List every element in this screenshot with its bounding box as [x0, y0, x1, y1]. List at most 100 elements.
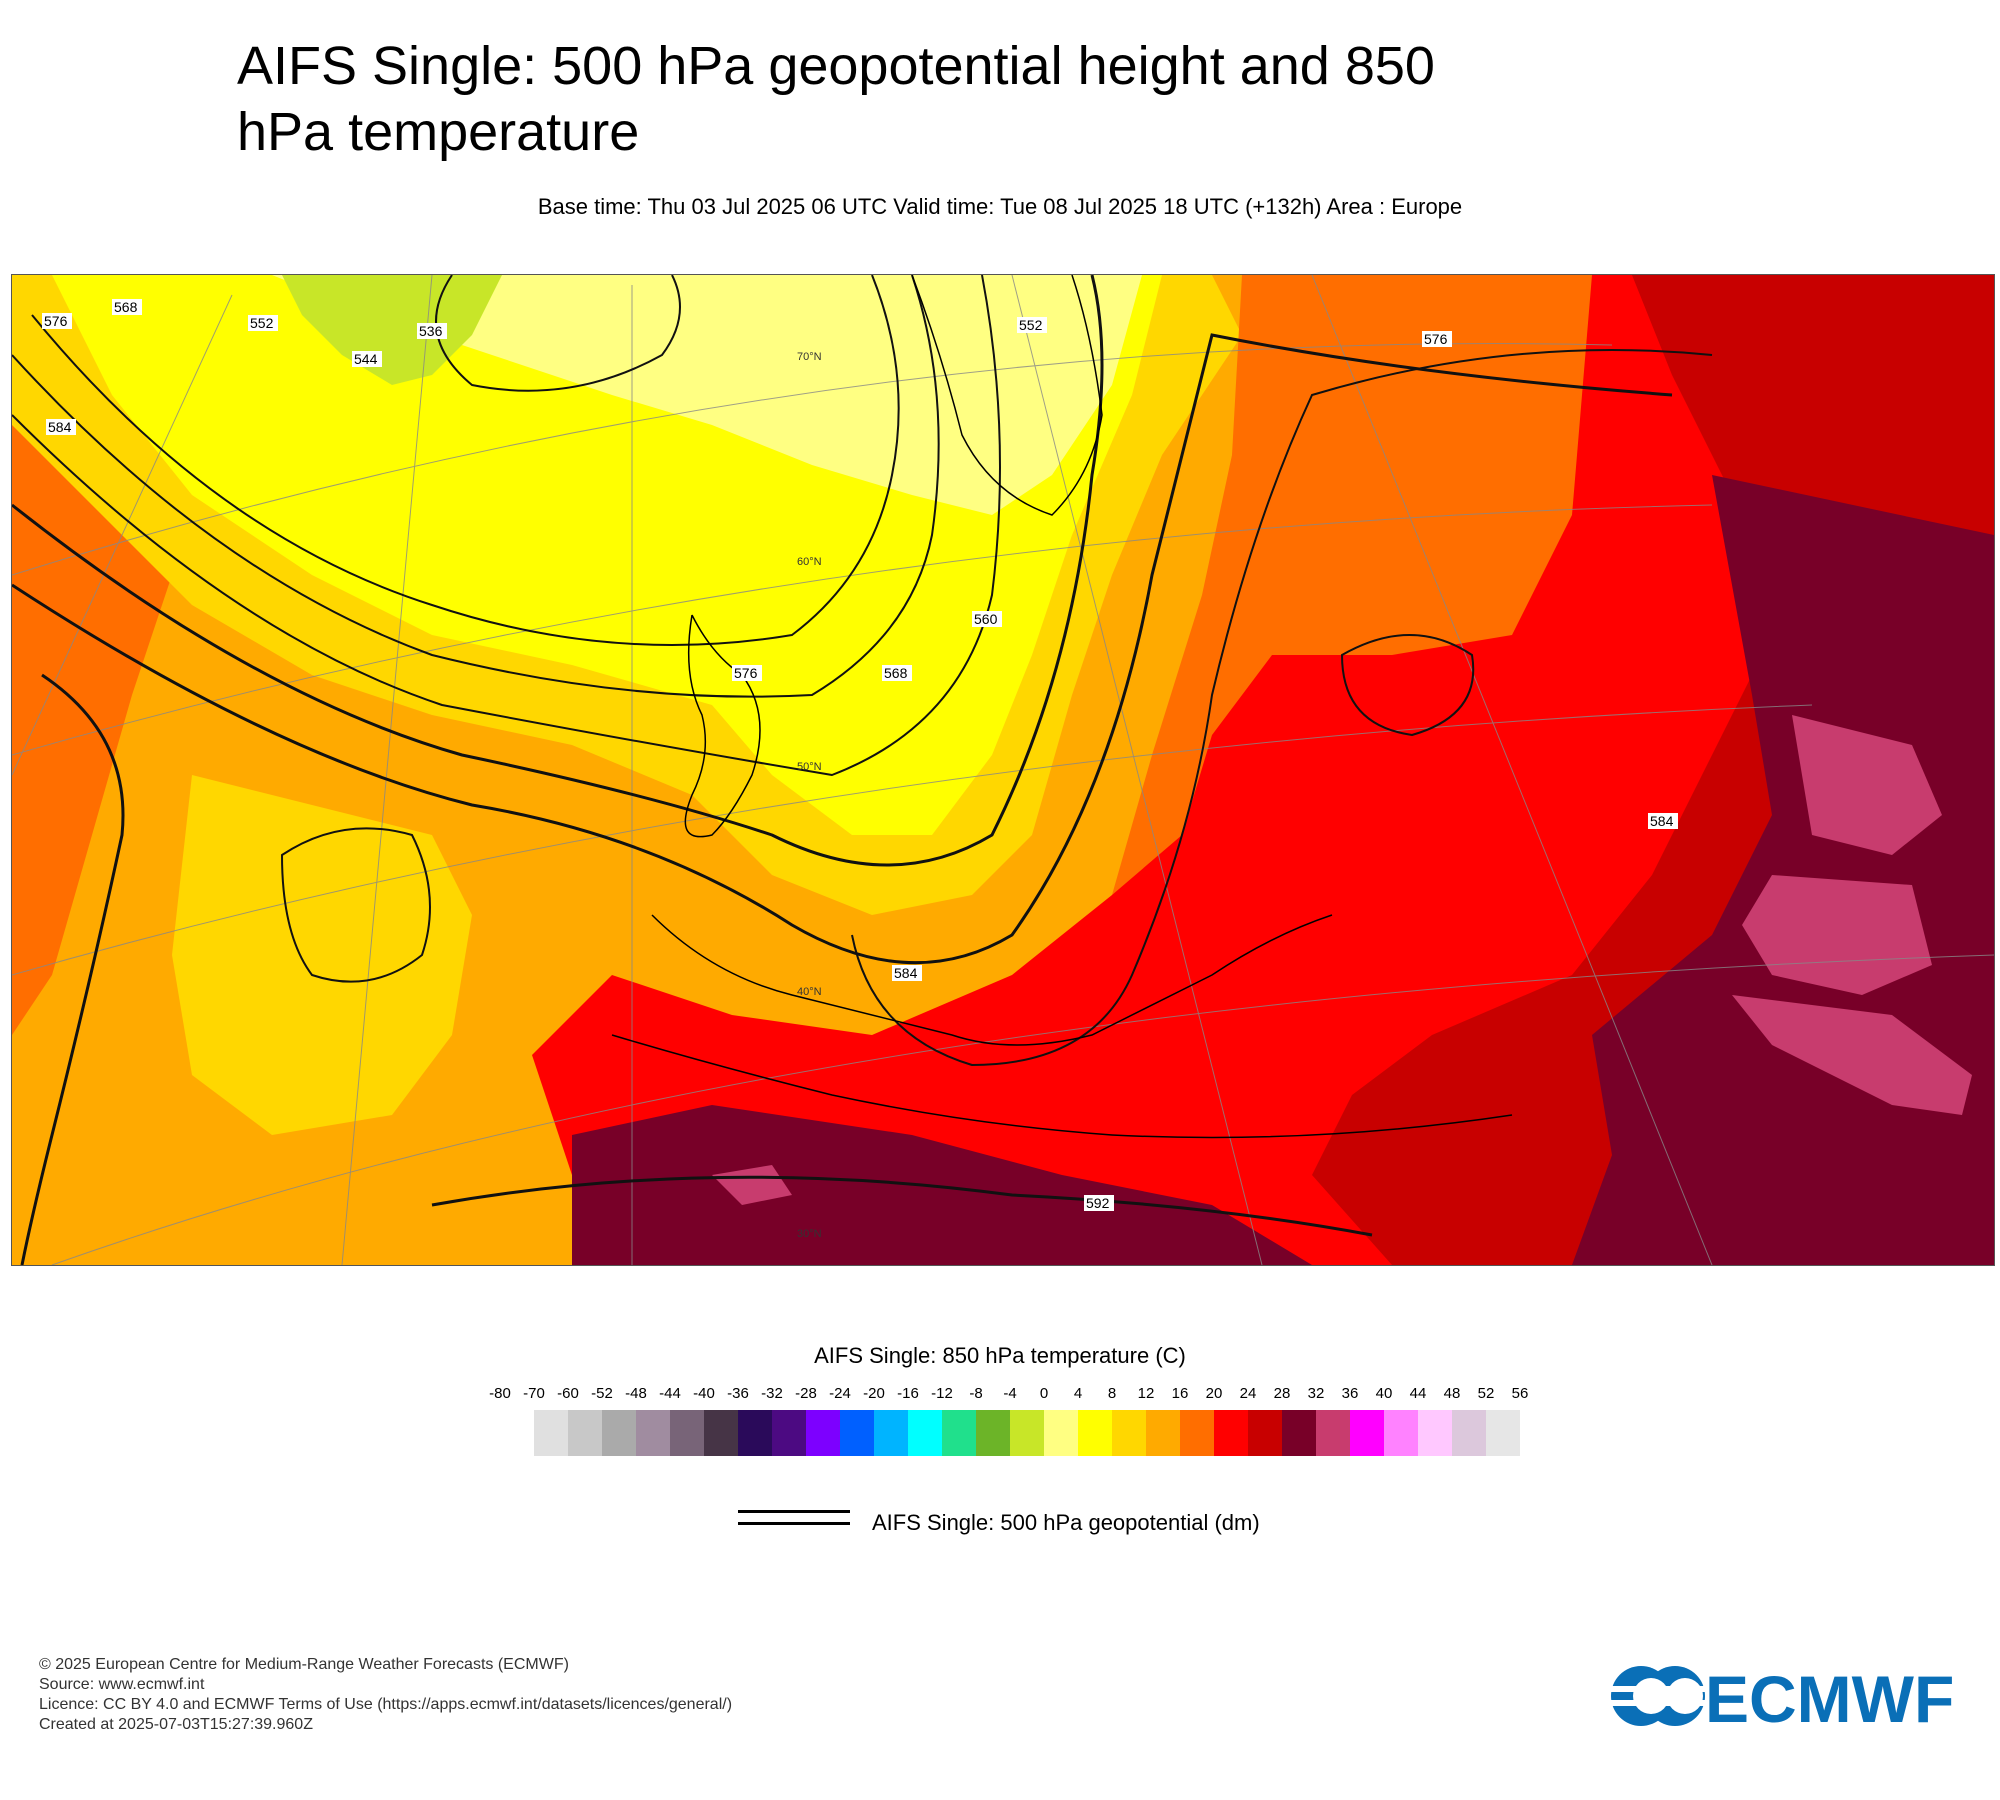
colorbar-swatch — [1010, 1410, 1044, 1456]
colorbar-tick-label: -40 — [693, 1385, 715, 1402]
colorbar-swatch — [738, 1410, 772, 1456]
contour-label-584b: 584 — [48, 419, 72, 435]
colorbar-tick-label: 12 — [1138, 1385, 1155, 1402]
ecmwf-logo: ECMWF — [1605, 1662, 1954, 1732]
contour-label-552: 552 — [1019, 317, 1043, 333]
lat-labels: 70°N 60°N 50°N 40°N 30°N — [797, 351, 822, 1240]
geopotential-contours — [12, 275, 1713, 1265]
lat-label-60: 60°N — [797, 556, 822, 568]
colorbar-swatch — [1350, 1410, 1384, 1456]
colorbar-tick-label: -32 — [761, 1385, 783, 1402]
colorbar-tick-label: 8 — [1108, 1385, 1116, 1402]
temp-band-orange-atlantic — [172, 775, 472, 1135]
colorbar-swatch — [1248, 1410, 1282, 1456]
colorbar-swatch — [1384, 1410, 1418, 1456]
colorbar-swatch — [1282, 1410, 1316, 1456]
coastlines — [611, 275, 1513, 1139]
colorbar-swatch — [636, 1410, 670, 1456]
colorbar-tick-label: -80 — [489, 1385, 511, 1402]
colorbar-swatch — [568, 1410, 602, 1456]
lat-label-50: 50°N — [797, 761, 822, 773]
temp-band-pink-arabia — [1732, 995, 1972, 1115]
colorbar-tick-label: 4 — [1074, 1385, 1082, 1402]
colorbar-swatch — [1146, 1410, 1180, 1456]
colorbar-tick-label: -36 — [727, 1385, 749, 1402]
colorbar-swatch — [1418, 1410, 1452, 1456]
temp-band-pink-russia — [1792, 715, 1942, 855]
colorbar-swatch — [1486, 1410, 1520, 1456]
colorbar-tick-label: -4 — [1003, 1385, 1016, 1402]
geopotential-legend-swatch — [738, 1510, 850, 1534]
lat-label-30: 30°N — [797, 1228, 822, 1240]
colorbar-tick-label: -12 — [931, 1385, 953, 1402]
graticule — [12, 275, 1994, 1265]
temp-band-pale-yellow — [272, 275, 1142, 515]
colorbar-swatch — [670, 1410, 704, 1456]
colorbar-tick-label: 56 — [1512, 1385, 1529, 1402]
contour-label-552b: 552 — [250, 315, 274, 331]
colorbar-tick-label: 40 — [1376, 1385, 1393, 1402]
colorbar-tick-label: -52 — [591, 1385, 613, 1402]
contour-labels: 576 552 560 576 584 592 536 544 552 568 … — [42, 299, 1678, 1211]
colorbar-swatch — [1044, 1410, 1078, 1456]
contour-label-544: 544 — [354, 351, 378, 367]
lat-label-40: 40°N — [797, 986, 822, 998]
temp-band-maroon-south — [572, 1105, 1312, 1265]
colorbar-swatch — [1452, 1410, 1486, 1456]
colorbar-swatch — [874, 1410, 908, 1456]
contour-label-536: 536 — [419, 323, 443, 339]
colorbar-swatch — [806, 1410, 840, 1456]
source-line: Source: www.ecmwf.int — [39, 1676, 205, 1693]
chart-subtitle: Base time: Thu 03 Jul 2025 06 UTC Valid … — [537, 194, 1463, 219]
colorbar-swatch — [840, 1410, 874, 1456]
colorbar-swatch — [1180, 1410, 1214, 1456]
ecmwf-logo-icon — [1605, 1666, 1705, 1726]
temp-band-pink-kaz — [1742, 875, 1932, 995]
contour-label-576c: 576 — [44, 313, 68, 329]
colorbar-swatch — [1078, 1410, 1112, 1456]
colorbar-title: AIFS Single: 850 hPa temperature (C) — [814, 1343, 1186, 1368]
colorbar-swatch — [704, 1410, 738, 1456]
colorbar-tick-label: 0 — [1040, 1385, 1048, 1402]
contour-label-584c: 584 — [1650, 813, 1674, 829]
colorbar-tick-label: 44 — [1410, 1385, 1427, 1402]
contour-label-576b: 576 — [734, 665, 758, 681]
colorbar-tick-label: -28 — [795, 1385, 817, 1402]
colorbar-swatch — [908, 1410, 942, 1456]
colorbar-tick-label: -8 — [969, 1385, 982, 1402]
chart-title: AIFS Single: 500 hPa geopotential height… — [237, 36, 1435, 162]
colorbar-tick-label: -20 — [863, 1385, 885, 1402]
colorbar-tick-label: 24 — [1240, 1385, 1257, 1402]
colorbar-tick-label: -70 — [523, 1385, 545, 1402]
colorbar-swatch — [1316, 1410, 1350, 1456]
colorbar-tick-label: 32 — [1308, 1385, 1325, 1402]
colorbar-swatch — [534, 1410, 568, 1456]
contour-label-560: 560 — [974, 611, 998, 627]
contour-label-592: 592 — [1086, 1195, 1110, 1211]
colorbar-tick-label: -16 — [897, 1385, 919, 1402]
colorbar-tick-label: 28 — [1274, 1385, 1291, 1402]
weather-map[interactable]: 576 552 560 576 584 592 536 544 552 568 … — [11, 274, 1995, 1266]
colorbar-swatch — [942, 1410, 976, 1456]
contour-label-568b: 568 — [884, 665, 908, 681]
colorbar-tick-label: -60 — [557, 1385, 579, 1402]
footer: © 2025 European Centre for Medium-Range … — [39, 1655, 732, 1735]
colorbar-swatch — [772, 1410, 806, 1456]
colorbar-swatch — [1214, 1410, 1248, 1456]
contour-label-584: 584 — [894, 965, 918, 981]
colorbar-tick-label: -48 — [625, 1385, 647, 1402]
geopotential-legend-label: AIFS Single: 500 hPa geopotential (dm) — [872, 1510, 1260, 1535]
colorbar-tick-label: 36 — [1342, 1385, 1359, 1402]
lat-label-70: 70°N — [797, 351, 822, 363]
colorbar-swatch — [976, 1410, 1010, 1456]
created-line: Created at 2025-07-03T15:27:39.960Z — [39, 1716, 313, 1733]
contour-label-568: 568 — [114, 299, 138, 315]
ecmwf-logo-text: ECMWF — [1705, 1662, 1954, 1732]
colorbar-tick-label: -44 — [659, 1385, 681, 1402]
temperature-colorbar: -80 -70 -60 -52 -48 -44 -40 -36 -32 -28 -24 -20 -16-… — [489, 1385, 1529, 1456]
contour-label-576: 576 — [1424, 331, 1448, 347]
temp-band-pink-sahara — [712, 1165, 792, 1205]
licence-line: Licence: CC BY 4.0 and ECMWF Terms of Us… — [39, 1696, 733, 1713]
colorbar-tick-label: -24 — [829, 1385, 851, 1402]
copyright-line: © 2025 European Centre for Medium-Range … — [39, 1656, 569, 1673]
